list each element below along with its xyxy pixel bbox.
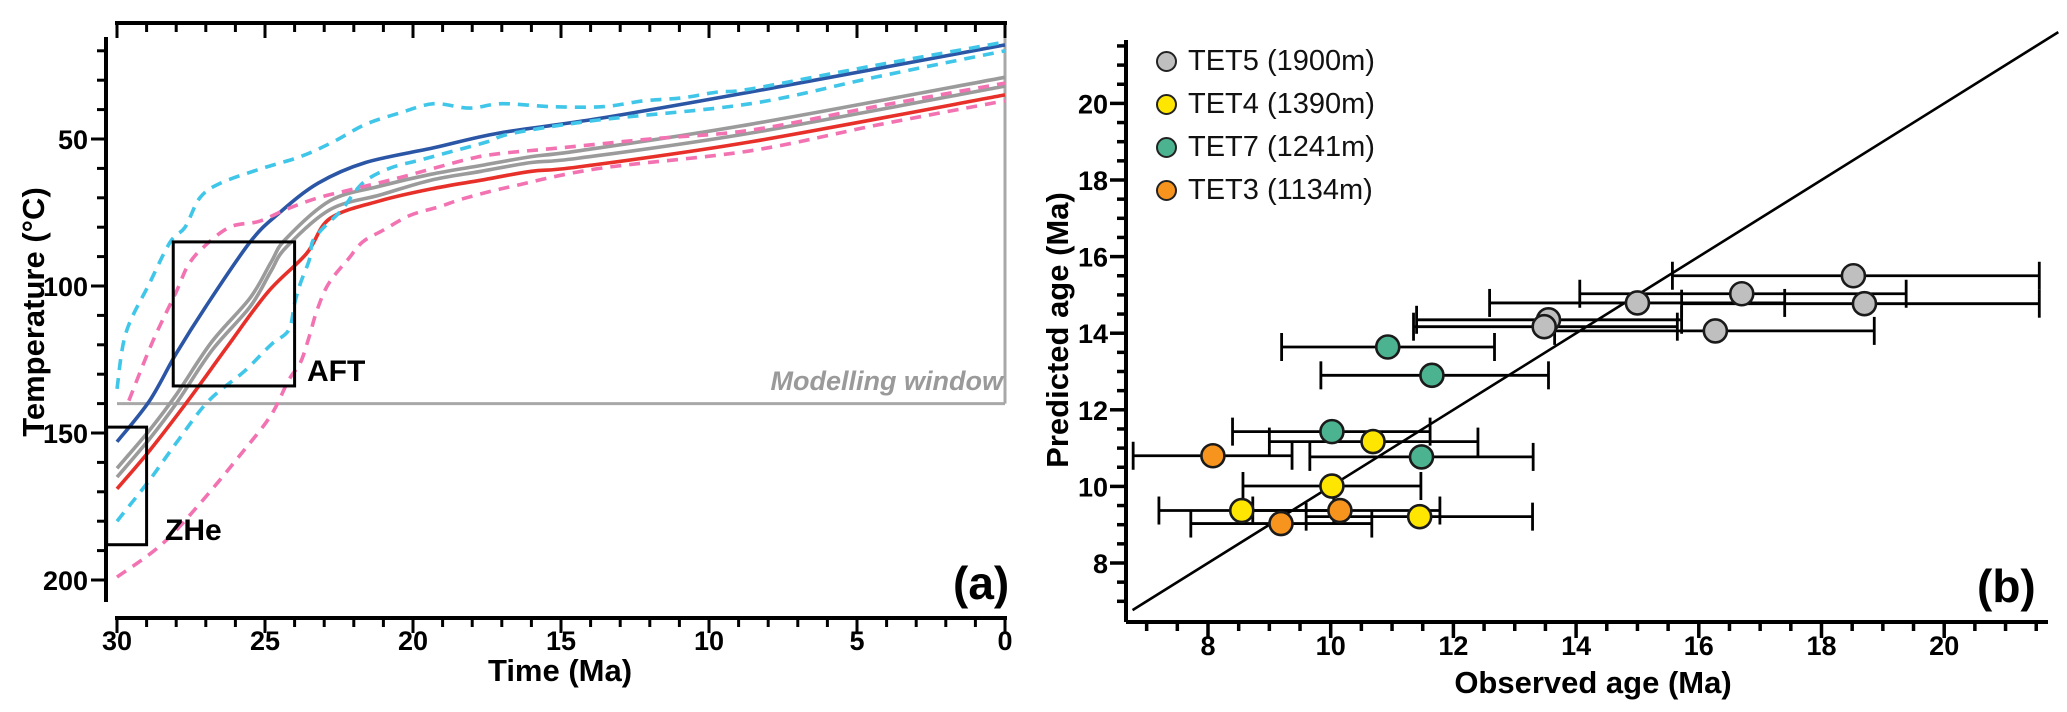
legend-marker-icon xyxy=(1156,94,1177,115)
b-x-tick-label: 12 xyxy=(1438,631,1468,661)
data-point-tet3 xyxy=(1327,497,1353,524)
legend-label: TET4 (1390m) xyxy=(1188,88,1375,120)
curve-red-path xyxy=(115,93,1006,491)
data-point-tet4 xyxy=(1406,503,1433,530)
legend-row: TET3 (1134m) xyxy=(1156,169,1375,212)
data-point-tet7 xyxy=(1419,362,1445,389)
legend: TET5 (1900m) TET4 (1390m) TET7 (1241m) TET3… xyxy=(1156,40,1375,212)
a-y-tick-label: 50 xyxy=(58,125,88,155)
a-y-tick-label: 150 xyxy=(43,419,88,449)
a-y-tick-label: 100 xyxy=(43,272,88,302)
data-point-tet5 xyxy=(1728,280,1755,307)
data-point-tet5 xyxy=(1840,262,1867,289)
b-y-tick-label: 16 xyxy=(1078,243,1108,273)
legend-marker-icon xyxy=(1156,51,1177,72)
b-x-tick-label: 18 xyxy=(1806,631,1836,661)
a-y-tick-label: 200 xyxy=(43,566,88,596)
curve-gray-path-upper xyxy=(115,75,1006,470)
curve-cyan-envelope-lower xyxy=(115,49,1006,523)
data-point-tet4 xyxy=(1319,473,1345,499)
b-y-tick-label: 8 xyxy=(1093,549,1108,579)
observed-age-axis-title: Observed age (Ma) xyxy=(1454,665,1732,700)
data-point-tet4 xyxy=(1360,428,1386,455)
b-y-tick-label: 12 xyxy=(1078,396,1108,426)
data-point-tet3 xyxy=(1200,442,1226,469)
b-x-tick-label: 16 xyxy=(1684,631,1714,661)
b-x-tick-label: 20 xyxy=(1929,631,1959,661)
data-point-tet5 xyxy=(1624,290,1651,316)
b-y-tick-label: 18 xyxy=(1078,166,1108,196)
legend-marker-icon xyxy=(1156,137,1177,158)
curve-blue-path xyxy=(115,43,1006,443)
b-x-tick-label: 10 xyxy=(1316,631,1346,661)
predicted-age-axis-title: Predicted age (Ma) xyxy=(1040,192,1075,468)
aft-box xyxy=(171,240,297,388)
data-point-tet5 xyxy=(1851,290,1878,317)
data-point-tet7 xyxy=(1374,334,1401,360)
legend-label: TET3 (1134m) xyxy=(1188,174,1373,206)
b-y-tick-label: 20 xyxy=(1078,89,1108,119)
a-x-tick-label: 0 xyxy=(997,626,1012,656)
a-x-tick-label: 10 xyxy=(694,626,724,656)
modelling-window-label: Modelling window xyxy=(770,366,1003,396)
b-y-tick-label: 10 xyxy=(1078,472,1108,502)
data-point-tet5 xyxy=(1702,318,1729,344)
a-x-tick-label: 25 xyxy=(250,626,280,656)
a-x-tick-label: 20 xyxy=(398,626,428,656)
time-axis-title: Time (Ma) xyxy=(487,653,633,688)
data-point-tet3 xyxy=(1268,510,1294,537)
legend-row: TET5 (1900m) xyxy=(1156,40,1375,83)
curve-gray-path-lower xyxy=(115,84,1006,479)
data-point-tet4 xyxy=(1228,497,1255,524)
panel-a-label: (a) xyxy=(953,557,1010,609)
legend-label: TET7 (1241m) xyxy=(1188,131,1375,163)
a-x-tick-label: 30 xyxy=(102,626,132,656)
curve-cyan-envelope-upper xyxy=(115,40,1006,390)
a-x-tick-label: 5 xyxy=(849,626,864,656)
data-point-tet5 xyxy=(1531,313,1557,340)
aft-box-label: AFT xyxy=(307,355,366,388)
legend-row: TET7 (1241m) xyxy=(1156,126,1375,169)
curve-pink-envelope-lower xyxy=(115,99,1006,579)
data-point-tet7 xyxy=(1408,444,1435,470)
legend-marker-icon xyxy=(1156,180,1177,201)
legend-row: TET4 (1390m) xyxy=(1156,83,1375,126)
b-x-tick-label: 8 xyxy=(1200,631,1215,661)
temperature-axis-title: Temperature (°C) xyxy=(16,187,51,437)
legend-label: TET5 (1900m) xyxy=(1188,45,1375,77)
a-x-tick-label: 15 xyxy=(546,626,576,656)
zhe-box xyxy=(105,425,149,547)
b-y-tick-label: 14 xyxy=(1078,319,1108,349)
panel-b-label: (b) xyxy=(1977,560,2036,612)
data-point-tet7 xyxy=(1319,418,1345,445)
b-x-tick-label: 14 xyxy=(1561,631,1591,661)
zhe-box-label: ZHe xyxy=(165,514,222,547)
